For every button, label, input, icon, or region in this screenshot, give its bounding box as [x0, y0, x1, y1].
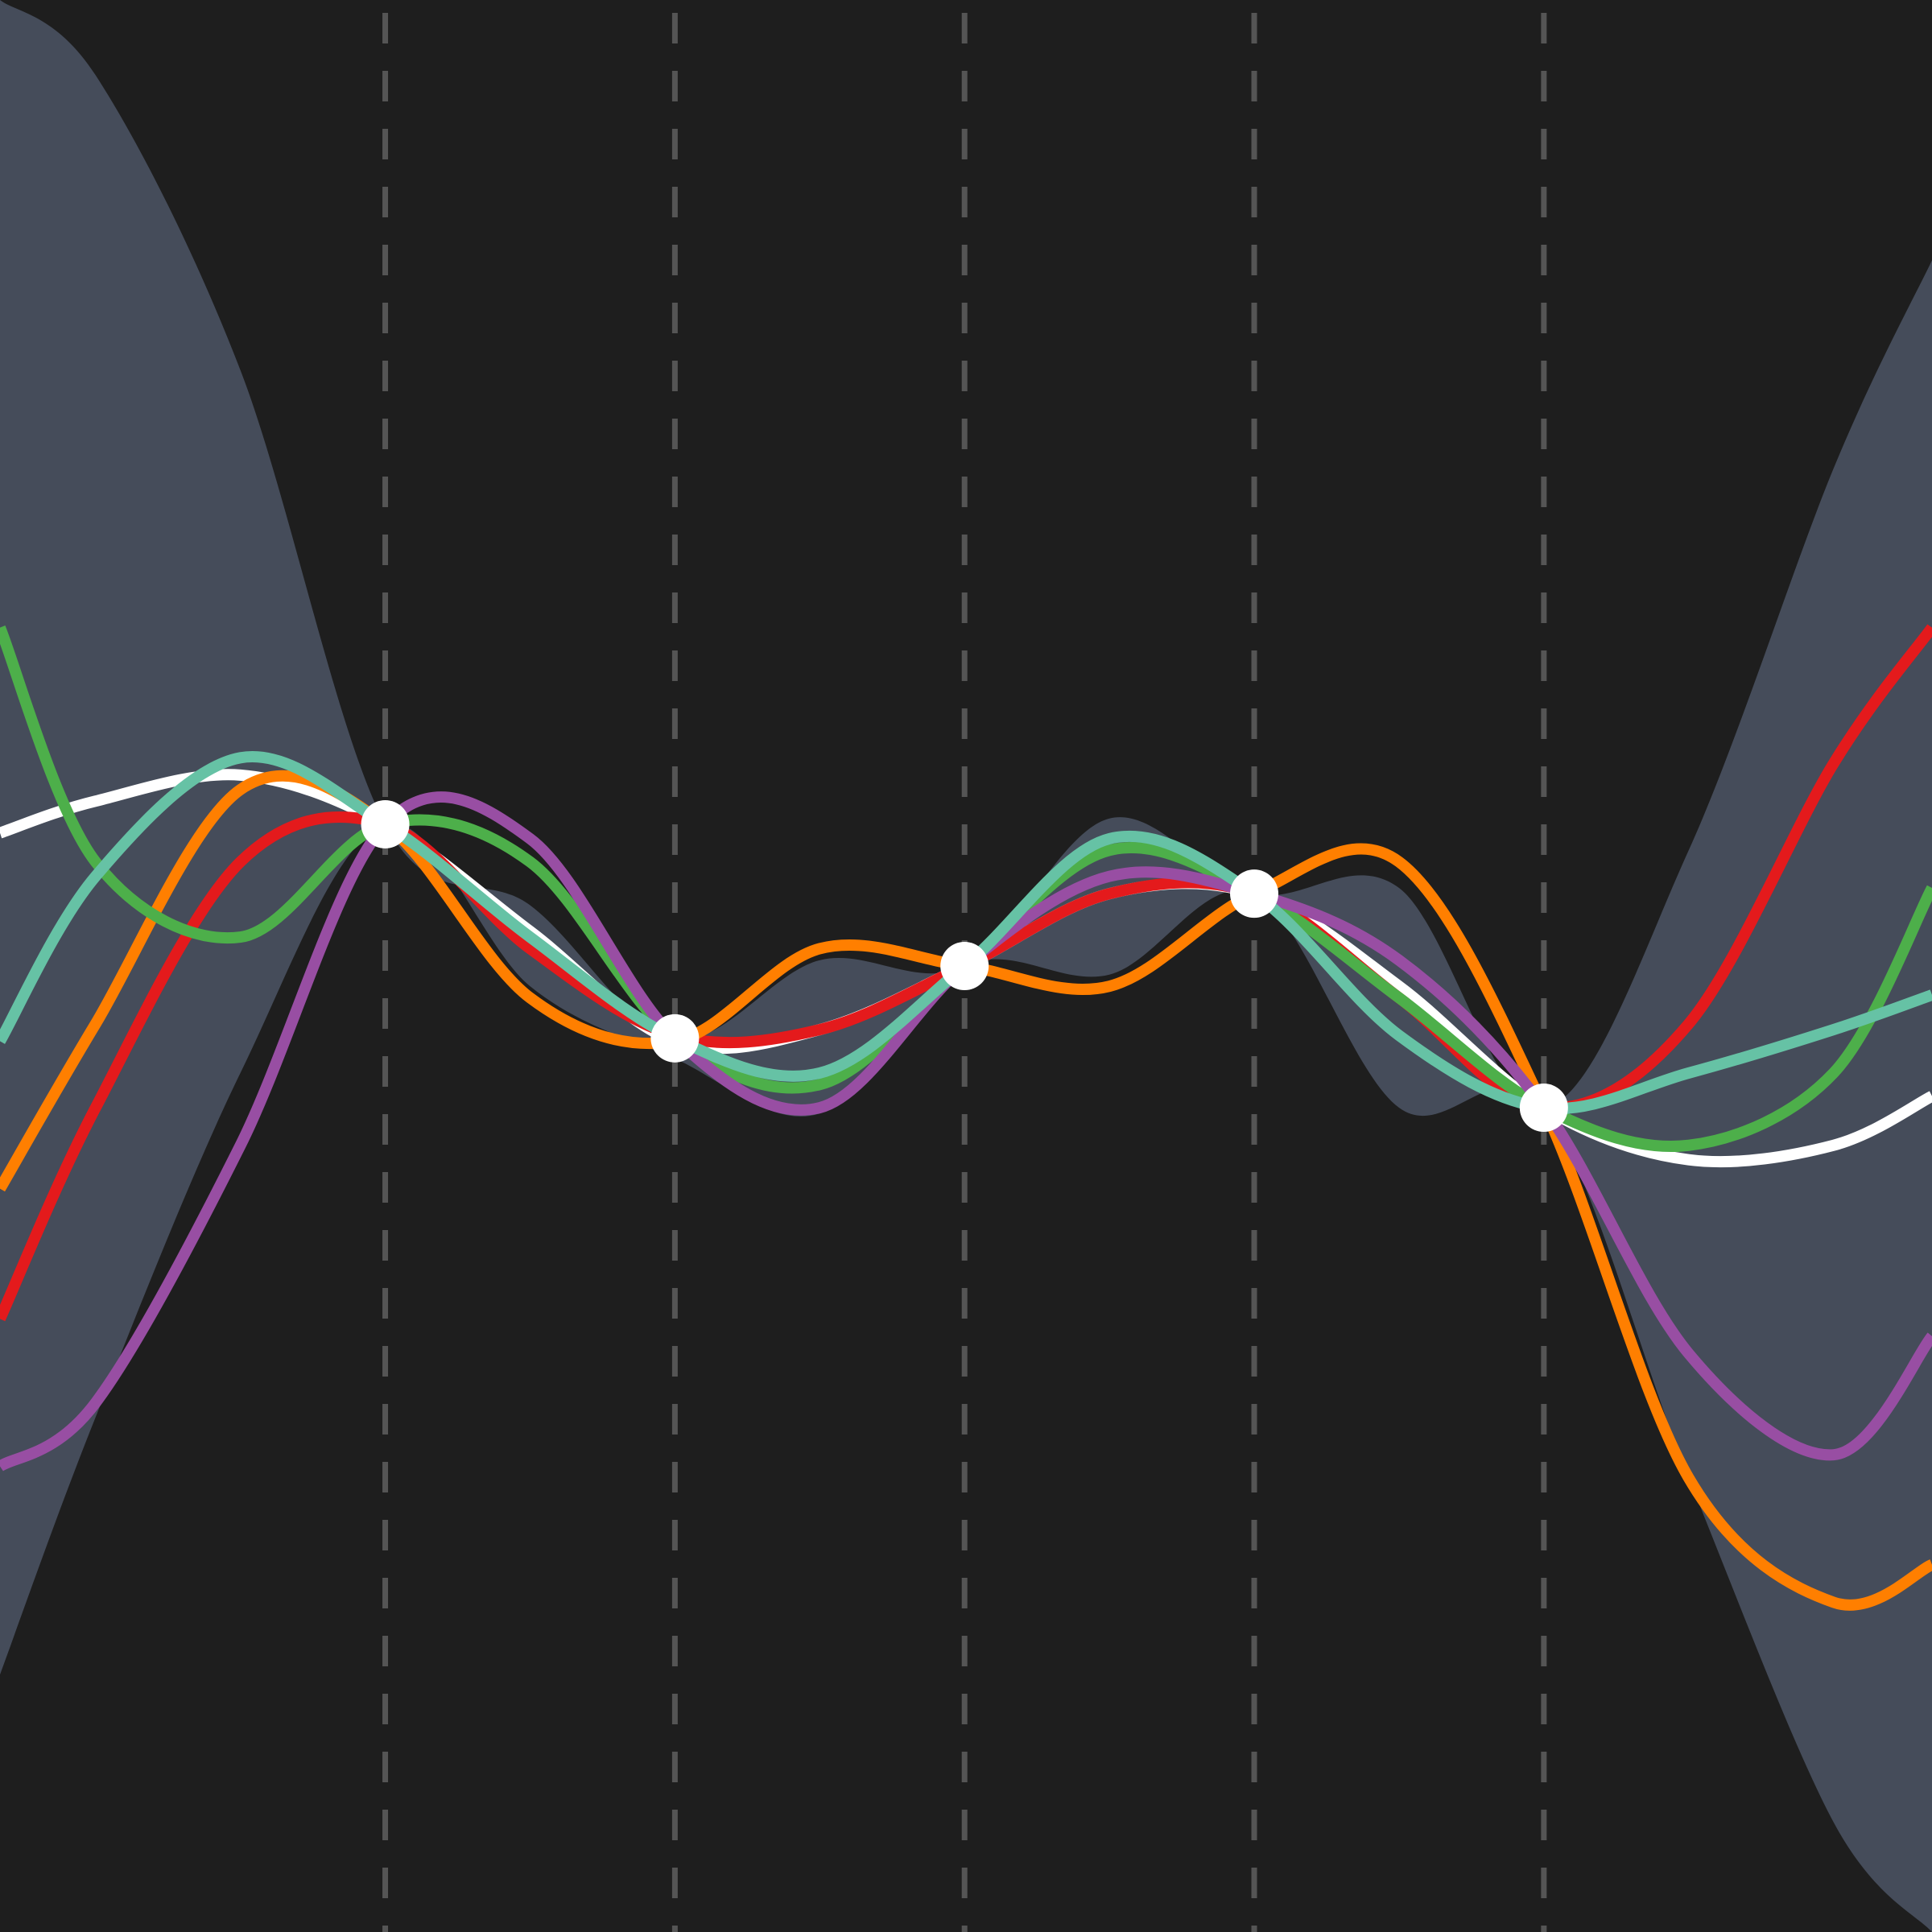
observation-point	[1230, 869, 1279, 919]
observation-point	[361, 799, 410, 848]
observation-point	[1519, 1084, 1568, 1133]
observation-point	[650, 1013, 700, 1063]
observation-point	[940, 942, 989, 990]
